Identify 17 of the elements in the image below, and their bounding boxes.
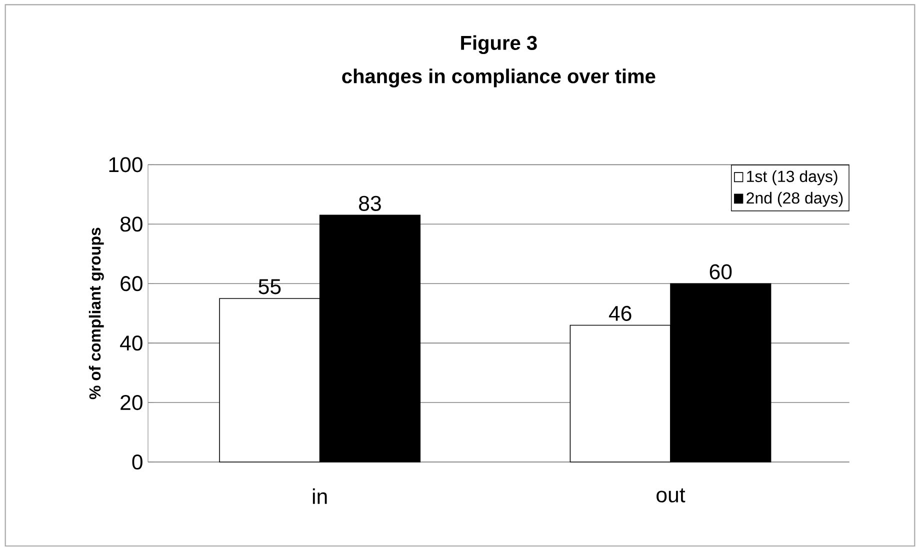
y-tick-label: 40 (120, 336, 142, 351)
y-tick-label: 60 (120, 276, 142, 292)
x-tick-label: out (656, 488, 686, 502)
y-tick-label: 20 (120, 394, 142, 410)
chart-subtitle: changes in compliance over time (342, 68, 656, 88)
legend-label: 1st (13 days) (747, 170, 838, 186)
y-axis-title: % of compliant groups (88, 228, 104, 400)
y-tick-label: 0 (132, 454, 142, 470)
data-label: 46 (608, 306, 632, 321)
chart-title: Figure 3 (461, 35, 537, 54)
y-tick-label: 100 (109, 157, 142, 172)
data-label: 55 (258, 279, 281, 294)
x-tick-label: in (312, 488, 327, 504)
y-tick-label: 80 (120, 216, 142, 232)
legend-label: 2nd (28 days) (746, 192, 843, 207)
data-label: 60 (710, 264, 732, 280)
data-label: 83 (359, 196, 381, 211)
